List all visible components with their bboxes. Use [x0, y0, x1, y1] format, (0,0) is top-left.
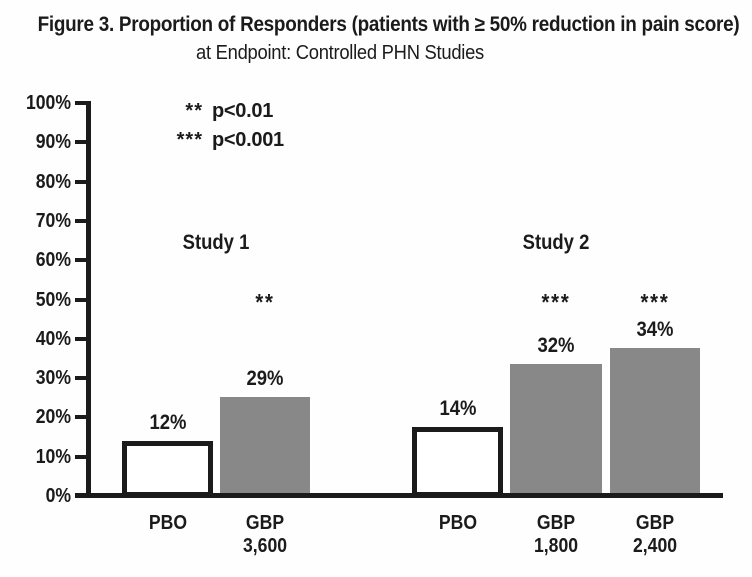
x-axis-label-study-2-gbp-2-400: GBP 2,400: [633, 512, 677, 558]
y-tick-label-100: 100%: [25, 92, 72, 114]
y-tick-30: [75, 376, 87, 380]
x-axis-label-line: 1,800: [533, 535, 579, 557]
y-tick-50: [75, 298, 87, 302]
significance-marker-study-2-gbp-2-400: ***: [640, 289, 670, 315]
bar-study-2-gbp-1-800: [510, 364, 602, 497]
group-label: Study 2: [522, 231, 590, 254]
y-tick-100: [75, 101, 87, 105]
value-label-study-1-gbp-3-600: 29%: [246, 367, 284, 390]
x-axis-label-line: GBP: [245, 512, 285, 534]
y-tick-70: [75, 219, 87, 223]
bar-study-2-gbp-2-400: [610, 348, 700, 497]
legend-symbol: **: [185, 100, 203, 122]
y-tick-20: [75, 415, 87, 419]
figure-subtitle: at Endpoint: Controlled PHN Studies: [196, 42, 484, 64]
value-label-study-1-pbo: 12%: [149, 411, 186, 434]
group-label: Study 1: [182, 231, 250, 254]
bar-study-1-gbp-3-600: [220, 397, 310, 497]
x-axis-label-study-2-gbp-1-800: GBP 1,800: [534, 512, 578, 558]
y-tick-60: [75, 258, 87, 262]
y-tick-label-80: 80%: [35, 171, 71, 193]
y-tick-label-10: 10%: [35, 446, 71, 468]
y-tick-label-60: 60%: [35, 249, 71, 271]
x-axis-label-line: 2,400: [632, 535, 678, 557]
y-tick-label-90: 90%: [35, 131, 71, 153]
value-label-study-2-pbo: 14%: [439, 397, 476, 420]
legend-symbol: ***: [176, 129, 203, 151]
significance-legend: ** p<0.01 *** p<0.001: [148, 97, 285, 155]
x-axis-label-line: 3,600: [242, 535, 288, 557]
y-tick-10: [75, 455, 87, 459]
x-axis-label-study-1-gbp-3-600: GBP 3,600: [243, 512, 287, 558]
figure-title: Figure 3. Proportion of Responders (pati…: [37, 13, 740, 36]
x-axis-label-line: GBP: [536, 512, 576, 534]
significance-marker-study-1-gbp-3-600: **: [255, 289, 275, 315]
bar-study-2-pbo: [412, 427, 503, 497]
x-axis-label-line: PBO: [148, 512, 187, 534]
x-axis-label-study-2-pbo: PBO: [438, 512, 476, 535]
y-axis-line: [86, 101, 91, 497]
x-axis-label-study-1-pbo: PBO: [148, 512, 186, 535]
y-tick-label-40: 40%: [35, 328, 71, 350]
significance-marker-study-2-gbp-1-800: ***: [541, 289, 571, 315]
legend-row-1: ** p<0.01: [148, 97, 284, 126]
y-tick-label-30: 30%: [35, 367, 71, 389]
y-tick-80: [75, 180, 87, 184]
y-tick-90: [75, 140, 87, 144]
legend-text: p<0.001: [212, 129, 284, 151]
legend-text: p<0.01: [212, 100, 274, 122]
x-axis-label-line: PBO: [438, 512, 477, 534]
y-tick-40: [75, 337, 87, 341]
value-label-study-2-gbp-1-800: 32%: [537, 334, 575, 357]
y-tick-label-0: 0%: [45, 485, 71, 507]
y-tick-label-20: 20%: [35, 406, 71, 428]
value-label-study-2-gbp-2-400: 34%: [636, 318, 674, 341]
y-tick-label-70: 70%: [35, 210, 71, 232]
x-axis-label-line: GBP: [635, 512, 675, 534]
y-tick-label-50: 50%: [35, 289, 71, 311]
x-axis-line: [75, 493, 723, 498]
legend-row-2: *** p<0.001: [148, 126, 285, 155]
bar-study-1-pbo: [122, 441, 213, 497]
